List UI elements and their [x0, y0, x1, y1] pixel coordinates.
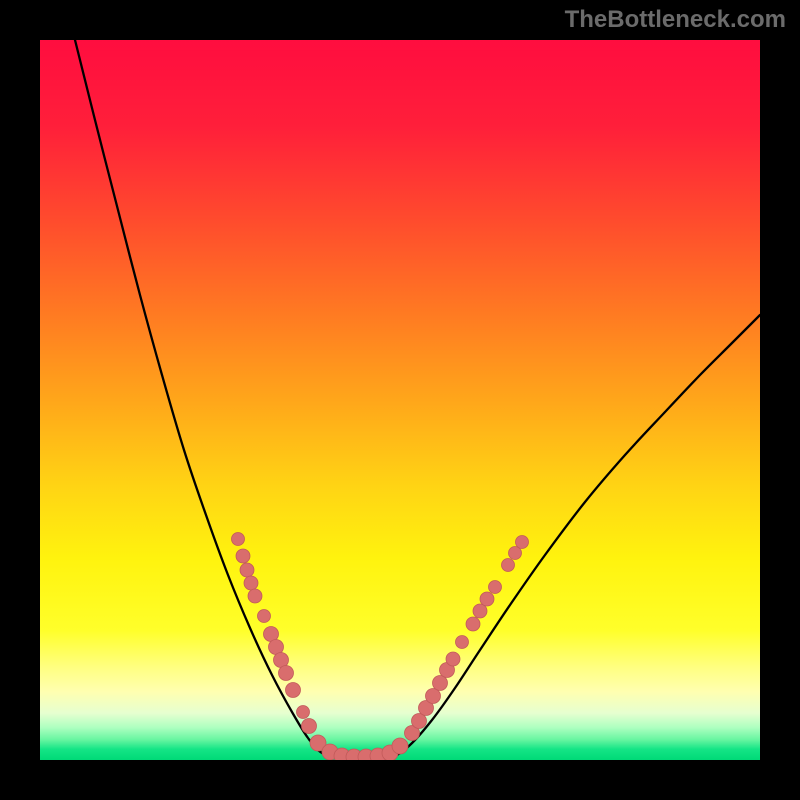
data-dot-left — [232, 533, 245, 546]
data-dot-right — [426, 689, 441, 704]
data-dot-left — [258, 610, 271, 623]
data-dot-left — [286, 683, 301, 698]
watermark-text: TheBottleneck.com — [565, 6, 786, 34]
data-dot-right — [516, 536, 529, 549]
data-dot-left — [236, 549, 250, 563]
data-dots — [232, 533, 529, 761]
data-dot-left — [297, 706, 310, 719]
data-dot-right — [466, 617, 480, 631]
data-dot-right — [480, 592, 494, 606]
data-dot-left — [248, 589, 262, 603]
data-dot-right — [412, 714, 427, 729]
chart-overlay — [40, 40, 760, 760]
data-dot-right — [473, 604, 487, 618]
data-dot-left — [279, 666, 294, 681]
chart-outer-container: TheBottleneck.com — [0, 0, 800, 800]
data-dot-right — [433, 676, 448, 691]
data-dot-valley — [392, 738, 408, 754]
data-dot-left — [240, 563, 254, 577]
data-dot-right — [446, 652, 460, 666]
data-dot-left — [244, 576, 258, 590]
data-dot-right — [489, 581, 502, 594]
bottleneck-curve — [75, 40, 760, 759]
data-dot-right — [502, 559, 515, 572]
data-dot-left — [302, 719, 317, 734]
data-dot-right — [456, 636, 469, 649]
v-curve-path — [75, 40, 760, 759]
